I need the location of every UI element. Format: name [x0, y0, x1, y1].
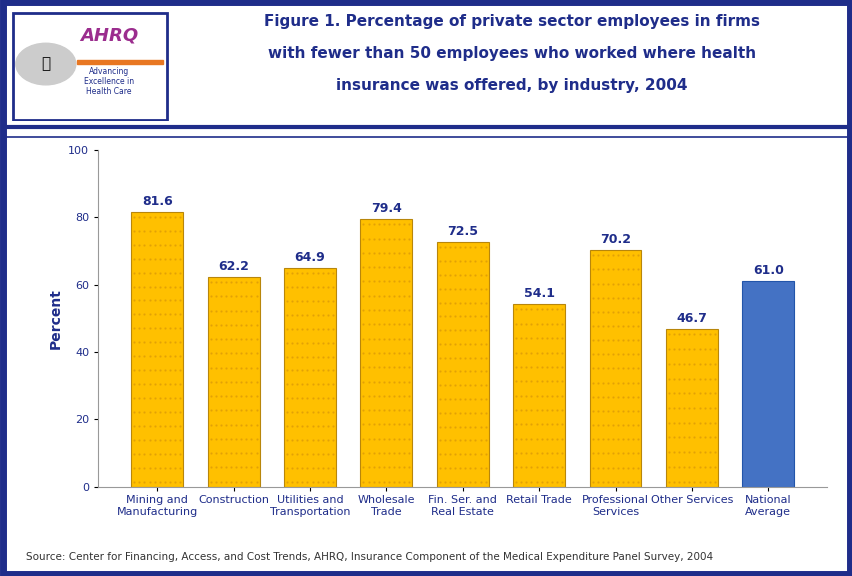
- Bar: [665, 329, 717, 487]
- Text: 🦅: 🦅: [41, 56, 50, 71]
- Text: 79.4: 79.4: [371, 202, 401, 215]
- Text: AHRQ: AHRQ: [80, 26, 138, 44]
- Bar: [131, 212, 183, 487]
- Text: 46.7: 46.7: [676, 312, 706, 325]
- Text: 54.1: 54.1: [523, 287, 554, 300]
- Text: with fewer than 50 employees who worked where health: with fewer than 50 employees who worked …: [268, 46, 755, 61]
- Text: 62.2: 62.2: [218, 260, 249, 273]
- Text: Source: Center for Financing, Access, and Cost Trends, AHRQ, Insurance Component: Source: Center for Financing, Access, an…: [26, 552, 712, 562]
- Text: insurance was offered, by industry, 2004: insurance was offered, by industry, 2004: [336, 78, 687, 93]
- Bar: [513, 305, 564, 487]
- Y-axis label: Percent: Percent: [49, 288, 62, 348]
- Text: 70.2: 70.2: [599, 233, 630, 246]
- Text: Advancing
Excellence in
Health Care: Advancing Excellence in Health Care: [83, 67, 134, 96]
- Text: 72.5: 72.5: [446, 225, 478, 238]
- Bar: [741, 281, 793, 487]
- Bar: [436, 242, 488, 487]
- Circle shape: [16, 43, 76, 85]
- Bar: [78, 60, 163, 64]
- Text: 64.9: 64.9: [294, 251, 325, 264]
- Text: 61.0: 61.0: [752, 264, 783, 277]
- Bar: [284, 268, 336, 487]
- Text: 81.6: 81.6: [141, 195, 172, 208]
- Text: Figure 1. Percentage of private sector employees in firms: Figure 1. Percentage of private sector e…: [263, 14, 759, 29]
- Bar: [360, 219, 412, 487]
- Bar: [207, 277, 259, 487]
- Bar: [589, 250, 641, 487]
